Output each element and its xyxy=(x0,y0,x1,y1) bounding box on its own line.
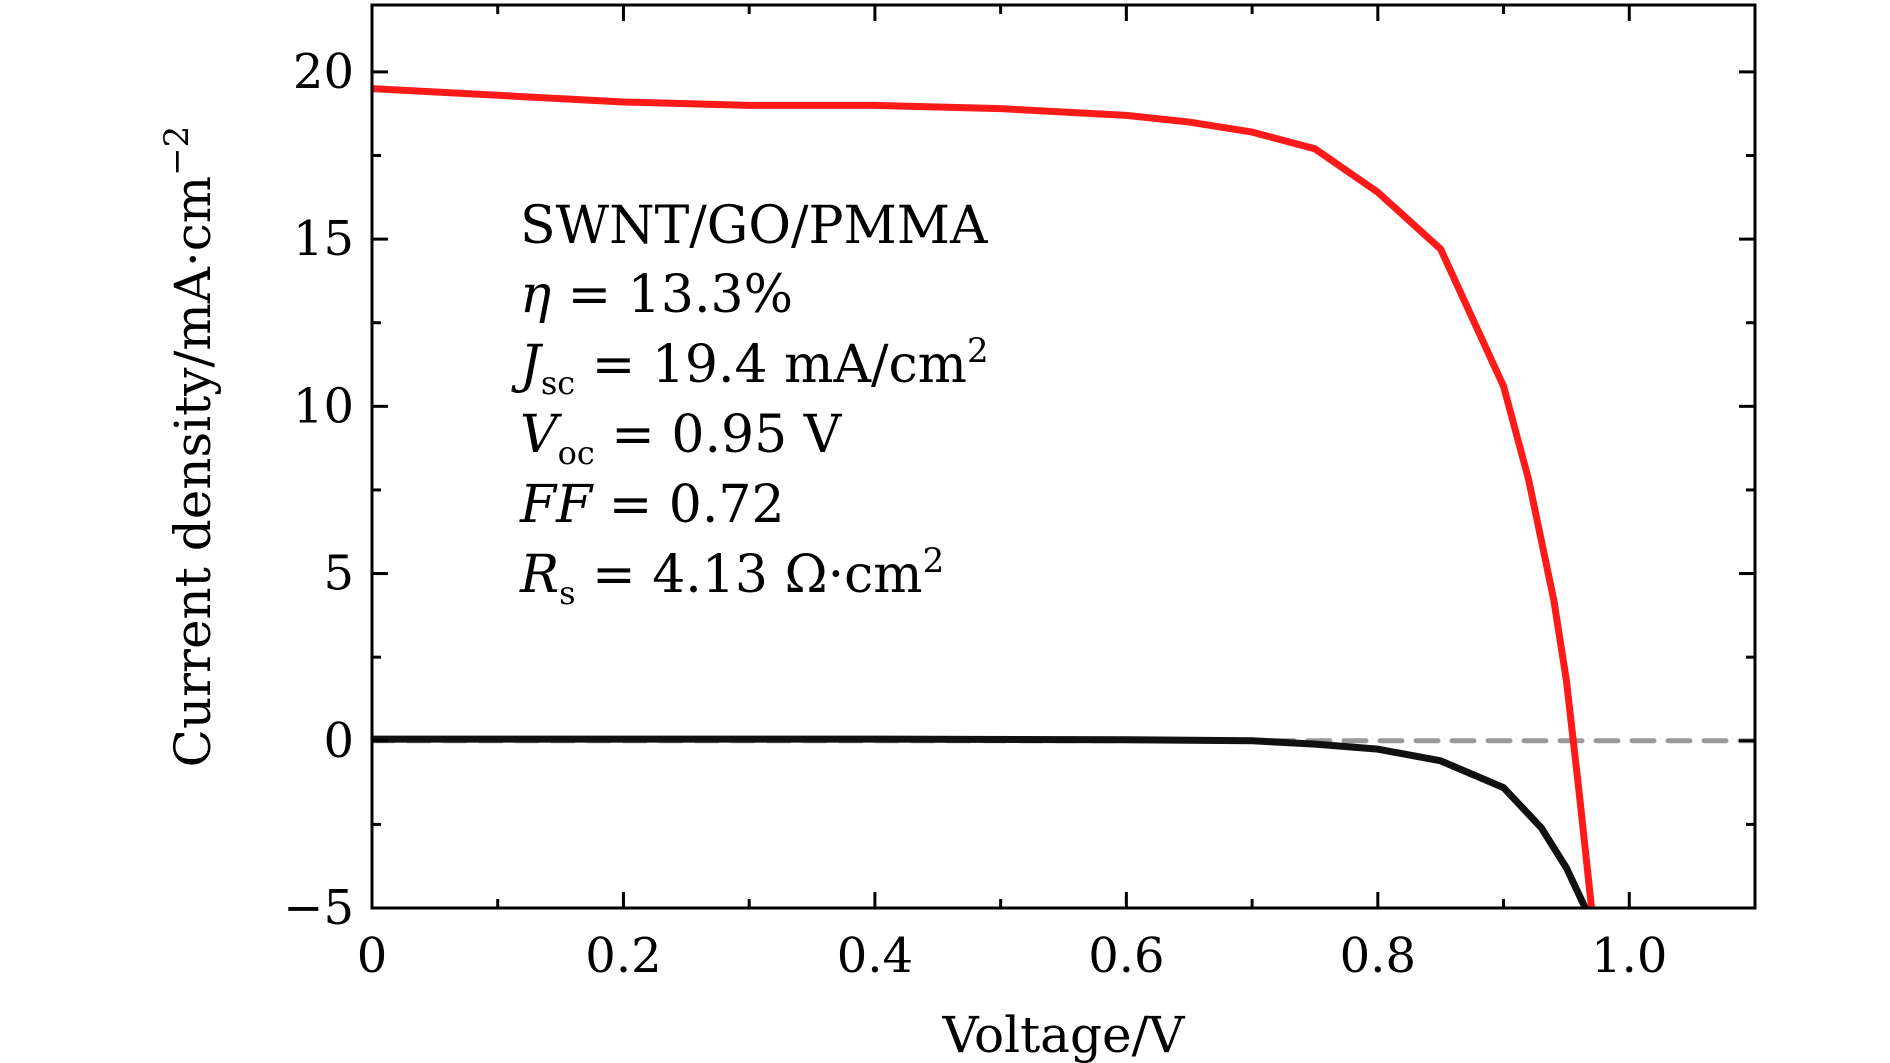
x-tick-label: 0.2 xyxy=(585,928,661,984)
jsc-subscript: sc xyxy=(541,364,575,402)
x-tick-label: 0.6 xyxy=(1088,928,1164,984)
y-tick-label: 10 xyxy=(293,378,354,434)
y-tick-label: 20 xyxy=(293,44,354,100)
efficiency-symbol: η xyxy=(520,265,551,325)
iv-curve-red xyxy=(372,85,1596,908)
y-axis-label: Current density/mA·cm−2 xyxy=(157,126,222,768)
plot-frame xyxy=(370,3,1757,910)
ff-symbol: FF xyxy=(519,475,594,535)
y-tick-label: 15 xyxy=(293,211,354,267)
y-tick-label: 0 xyxy=(323,713,354,769)
annotation-device: SWNT/GO/PMMA xyxy=(520,196,989,256)
x-tick-label: 0.4 xyxy=(837,928,913,984)
rs-value: = 4.13 Ω·cm xyxy=(576,545,923,605)
annotation-rs: Rs = 4.13 Ω·cm2 xyxy=(519,541,944,612)
plot-area xyxy=(372,85,1755,908)
y-tick-label: −5 xyxy=(283,880,354,936)
rs-symbol: R xyxy=(519,545,559,605)
voc-value: = 0.95 V xyxy=(595,405,843,465)
y-axis-label-main: Current density/mA·cm xyxy=(164,176,222,768)
annotation-ff: FF = 0.72 xyxy=(519,475,785,535)
rs-subscript: s xyxy=(559,574,575,612)
annotation-efficiency: η = 13.3% xyxy=(520,265,793,325)
x-tick-label: 1.0 xyxy=(1591,928,1667,984)
jsc-symbol: J xyxy=(511,335,544,395)
x-tick-label: 0.8 xyxy=(1340,928,1416,984)
performance-annotation: SWNT/GO/PMMA η = 13.3% Jsc = 19.4 mA/cm2… xyxy=(511,196,989,612)
annotation-voc: Voc = 0.95 V xyxy=(520,405,843,472)
annotation-jsc: Jsc = 19.4 mA/cm2 xyxy=(511,331,989,402)
y-tick-label: 5 xyxy=(323,546,354,602)
jsc-superscript: 2 xyxy=(967,331,989,371)
iv-curve-black xyxy=(372,735,1589,908)
ff-value: = 0.72 xyxy=(592,475,784,535)
jsc-value: = 19.4 mA/cm xyxy=(575,335,967,395)
x-tick-label: 0 xyxy=(357,928,388,984)
voc-symbol: V xyxy=(520,405,562,465)
rs-superscript: 2 xyxy=(923,541,945,581)
voc-subscript: oc xyxy=(558,434,595,472)
y-axis-label-superscript: −2 xyxy=(157,126,197,176)
efficiency-value: = 13.3% xyxy=(551,265,793,325)
x-axis-label: Voltage/V xyxy=(941,1006,1185,1063)
